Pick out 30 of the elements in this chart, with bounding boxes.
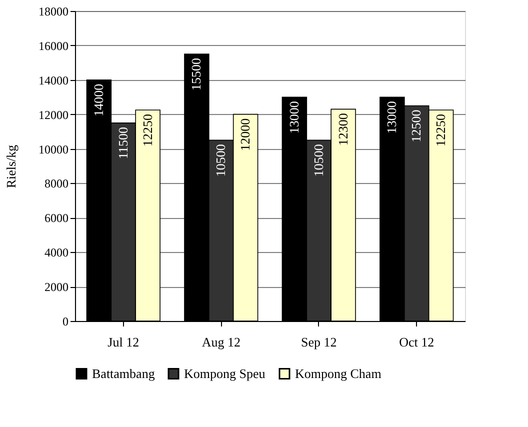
legend-label: Battambang bbox=[92, 366, 156, 381]
y-tick-label: 16000 bbox=[38, 38, 68, 53]
x-tick-label: Jul 12 bbox=[108, 334, 140, 350]
legend-label: Kompong Speu bbox=[184, 366, 266, 381]
data-label: 12000 bbox=[238, 118, 253, 151]
y-tick-label: 6000 bbox=[44, 211, 68, 226]
y-tick-label: 2000 bbox=[44, 280, 68, 294]
data-label: 12300 bbox=[335, 113, 350, 146]
data-label: 13000 bbox=[286, 101, 302, 134]
data-label: 10500 bbox=[310, 144, 326, 177]
data-label: 11500 bbox=[115, 126, 130, 159]
y-tick-label: 12000 bbox=[38, 108, 68, 122]
data-label: 12500 bbox=[408, 110, 424, 142]
legend-label: Kompong Cham bbox=[295, 366, 382, 381]
x-tick-label: Sep 12 bbox=[300, 334, 337, 350]
y-tick-label: 4000 bbox=[44, 246, 68, 260]
data-label: 10500 bbox=[213, 144, 228, 177]
x-tick-label: Oct 12 bbox=[399, 334, 434, 350]
y-tick-label: 0 bbox=[62, 314, 68, 328]
data-label: 12250 bbox=[140, 114, 155, 147]
x-tick-label: Aug 12 bbox=[202, 334, 240, 350]
y-tick-label: 14000 bbox=[38, 73, 68, 88]
data-label: 14000 bbox=[90, 84, 106, 116]
data-label: 15500 bbox=[188, 58, 204, 91]
data-label: 13000 bbox=[384, 101, 400, 134]
y-tick-label: 10000 bbox=[38, 142, 68, 156]
y-axis-title: Riels/kg bbox=[4, 144, 18, 188]
y-tick-label: 8000 bbox=[44, 176, 68, 191]
data-label: 12250 bbox=[433, 114, 448, 147]
y-tick-label: 18000 bbox=[38, 4, 68, 18]
